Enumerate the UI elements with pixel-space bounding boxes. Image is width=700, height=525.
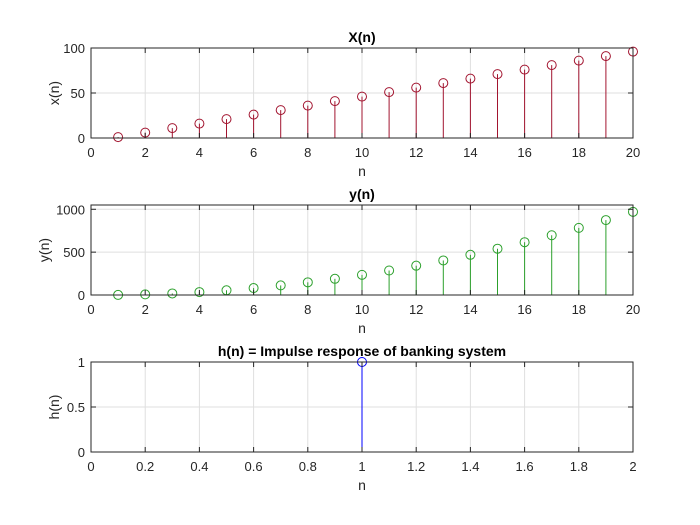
subplot-1: 0 2 4 6 8 10 12 14 16 18 20 0 50 100 X(n) n x(n) xyxy=(46,29,640,179)
stem-marker xyxy=(438,255,449,266)
x-tick-label: 1.8 xyxy=(570,459,588,474)
x-tick-label: 6 xyxy=(250,302,257,317)
stem-marker xyxy=(519,64,530,75)
x-tick-label: 4 xyxy=(196,302,203,317)
x-tick-label: 1 xyxy=(358,459,365,474)
x-tick-label: 16 xyxy=(517,145,531,160)
x-tick-label: 2 xyxy=(142,145,149,160)
stem-marker xyxy=(519,237,530,248)
stem-marker xyxy=(465,249,476,260)
stem-marker xyxy=(357,91,367,102)
stem-marker xyxy=(329,96,340,107)
x-tick-label: 14 xyxy=(463,145,477,160)
chart-title: y(n) xyxy=(349,186,375,202)
stem-marker xyxy=(546,230,557,241)
stem-marker xyxy=(411,260,422,271)
x-axis-label: n xyxy=(358,163,366,179)
x-tick-label: 0 xyxy=(87,302,94,317)
x-tick-label: 4 xyxy=(196,145,203,160)
stem-marker xyxy=(167,123,178,134)
x-axis-label: n xyxy=(358,477,366,493)
stem-marker xyxy=(302,100,313,111)
x-tick-label: 12 xyxy=(409,302,423,317)
y-tick-label: 0.5 xyxy=(67,400,85,415)
x-tick-label: 18 xyxy=(572,302,586,317)
stem-marker xyxy=(248,109,259,120)
stem-marker xyxy=(113,132,124,143)
stem-marker xyxy=(384,265,395,276)
x-tick-label: 10 xyxy=(355,302,369,317)
stem-marker xyxy=(167,288,178,299)
stem-marker xyxy=(194,287,205,298)
x-tick-label: 8 xyxy=(304,302,311,317)
subplot-3: 0 0.2 0.4 0.6 0.8 1 1.2 1.4 1.6 1.8 2 0 0.5 1 h(n) = I… xyxy=(46,343,637,493)
x-tick-label: 1.6 xyxy=(516,459,534,474)
stem-marker xyxy=(465,73,476,84)
y-axis-label: y(n) xyxy=(36,238,52,262)
stem-marker xyxy=(573,55,584,66)
x-tick-label: 1.2 xyxy=(407,459,425,474)
y-tick-label: 1 xyxy=(78,355,85,370)
stem-marker xyxy=(384,87,395,98)
stem-marker xyxy=(329,273,340,284)
stem-series xyxy=(113,206,638,300)
ticks: 0 2 4 6 8 10 12 14 16 18 20 0 50 100 xyxy=(63,41,640,160)
stem-marker xyxy=(140,289,151,300)
x-tick-label: 16 xyxy=(517,302,531,317)
ticks: 0 2 4 6 8 10 12 14 16 18 20 0 500 1000 xyxy=(56,202,640,317)
x-tick-label: 0.2 xyxy=(136,459,154,474)
y-tick-label: 50 xyxy=(71,86,85,101)
stem-marker xyxy=(302,277,313,288)
stem-marker xyxy=(275,280,286,291)
stem-marker xyxy=(600,51,611,62)
x-tick-label: 0 xyxy=(87,145,94,160)
x-tick-label: 10 xyxy=(355,145,369,160)
stem-marker xyxy=(357,269,367,280)
y-tick-label: 1000 xyxy=(56,202,85,217)
x-tick-label: 18 xyxy=(572,145,586,160)
stem-marker xyxy=(492,243,503,254)
x-tick-label: 0.8 xyxy=(299,459,317,474)
stem-marker xyxy=(275,105,286,116)
x-tick-label: 14 xyxy=(463,302,477,317)
x-tick-label: 20 xyxy=(626,145,640,160)
stem-marker xyxy=(221,114,232,125)
y-tick-label: 100 xyxy=(63,41,85,56)
y-tick-label: 0 xyxy=(78,288,85,303)
chart-title: X(n) xyxy=(348,29,375,45)
stem-marker xyxy=(573,222,584,233)
stem-marker xyxy=(194,118,205,129)
y-tick-label: 500 xyxy=(63,245,85,260)
stem-marker xyxy=(411,82,422,93)
x-axis-label: n xyxy=(358,320,366,336)
x-tick-label: 2 xyxy=(142,302,149,317)
stem-marker xyxy=(438,78,449,89)
x-tick-label: 6 xyxy=(250,145,257,160)
subplot-2: 0 2 4 6 8 10 12 14 16 18 20 0 500 1000 y(n) n y(n) xyxy=(36,186,640,336)
x-tick-label: 12 xyxy=(409,145,423,160)
chart-title: h(n) = Impulse response of banking syste… xyxy=(218,343,506,359)
stem-marker xyxy=(492,69,503,80)
x-tick-label: 2 xyxy=(629,459,636,474)
x-tick-label: 0 xyxy=(87,459,94,474)
x-tick-label: 20 xyxy=(626,302,640,317)
ticks: 0 0.2 0.4 0.6 0.8 1 1.2 1.4 1.6 1.8 2 0 0.5 1 xyxy=(67,355,637,474)
x-tick-label: 0.6 xyxy=(245,459,263,474)
x-tick-label: 0.4 xyxy=(190,459,208,474)
y-tick-label: 0 xyxy=(78,131,85,146)
y-tick-label: 0 xyxy=(78,445,85,460)
stem-marker xyxy=(546,60,557,71)
y-axis-label: h(n) xyxy=(46,395,62,420)
x-tick-label: 8 xyxy=(304,145,311,160)
stem-marker xyxy=(600,215,611,226)
x-tick-label: 1.4 xyxy=(461,459,479,474)
y-axis-label: x(n) xyxy=(46,81,62,105)
